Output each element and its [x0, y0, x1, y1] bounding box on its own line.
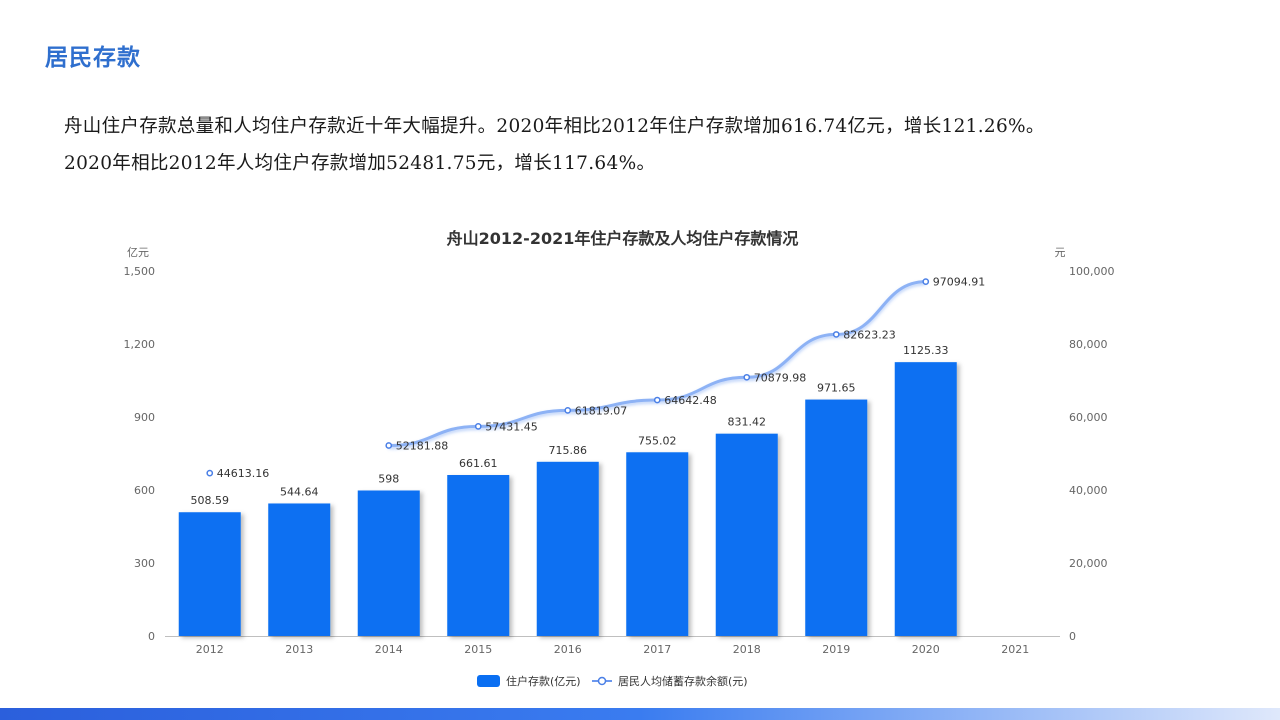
legend-line-label: 居民人均储蓄存款余额(元) — [618, 674, 748, 688]
bar-2012 — [178, 512, 241, 636]
x-tick-label: 2013 — [285, 643, 313, 656]
x-tick-label: 2021 — [1001, 643, 1029, 656]
right-tick-label: 60,000 — [1069, 411, 1108, 424]
bar-2019 — [805, 399, 868, 636]
left-tick-label: 1,500 — [124, 265, 156, 278]
left-tick-label: 300 — [134, 557, 155, 570]
x-tick-label: 2017 — [643, 643, 671, 656]
bar-data-label: 715.86 — [549, 444, 588, 457]
bar-data-label: 831.42 — [728, 416, 767, 429]
x-tick-label: 2019 — [822, 643, 850, 656]
bar-2018 — [715, 433, 778, 636]
line-point-2016 — [564, 407, 572, 414]
line-data-label: 44613.16 — [217, 467, 270, 480]
bar-2014 — [357, 490, 420, 636]
bar-data-label: 661.61 — [459, 457, 498, 470]
page-heading: 居民存款 — [45, 44, 141, 71]
line-point-2020 — [922, 278, 930, 285]
legend-bar-label: 住户存款(亿元) — [506, 674, 581, 688]
bar-2020 — [894, 362, 957, 636]
bar-data-label: 598 — [378, 472, 399, 485]
bar-data-label: 508.59 — [191, 494, 230, 507]
x-tick-label: 2018 — [733, 643, 761, 656]
line-data-label: 82623.23 — [843, 328, 896, 341]
x-tick-label: 2012 — [196, 643, 224, 656]
line-data-label: 61819.07 — [575, 404, 628, 417]
x-tick-label: 2016 — [554, 643, 582, 656]
right-tick-label: 20,000 — [1069, 557, 1108, 570]
left-tick-label: 600 — [134, 484, 155, 497]
bottom-accent-bar — [0, 708, 1280, 720]
line-point-2019 — [832, 331, 840, 338]
left-tick-label: 1,200 — [124, 338, 156, 351]
bar-2017 — [626, 452, 689, 636]
line-data-label: 97094.91 — [933, 276, 986, 289]
bar-data-label: 1125.33 — [903, 344, 949, 357]
right-tick-label: 80,000 — [1069, 338, 1108, 351]
line-point-2014 — [385, 442, 393, 449]
line-data-label: 70879.98 — [754, 371, 807, 384]
bar-2013 — [268, 503, 331, 636]
legend-line-marker — [597, 676, 607, 686]
left-tick-label: 0 — [148, 630, 155, 643]
left-tick-label: 900 — [134, 411, 155, 424]
line-data-label: 57431.45 — [485, 420, 538, 433]
summary-line-1: 舟山住户存款总量和人均住户存款近十年大幅提升。2020年相比2012年住户存款增… — [64, 116, 1045, 137]
bar-data-label: 971.65 — [817, 382, 856, 395]
chart-title: 舟山2012-2021年住户存款及人均住户存款情况 — [447, 229, 799, 248]
x-tick-label: 2014 — [375, 643, 403, 656]
bar-data-label: 544.64 — [280, 485, 319, 498]
right-axis-unit: 元 — [1055, 246, 1066, 259]
line-data-label: 52181.88 — [396, 440, 449, 453]
legend-bar-swatch — [477, 675, 500, 687]
line-point-2015 — [474, 423, 482, 430]
summary-paragraph: 舟山住户存款总量和人均住户存款近十年大幅提升。2020年相比2012年住户存款增… — [64, 108, 1244, 182]
right-tick-label: 100,000 — [1069, 265, 1115, 278]
line-data-label: 64642.48 — [664, 394, 717, 407]
summary-line-2: 2020年相比2012年人均住户存款增加52481.75元，增长117.64%。 — [64, 153, 656, 174]
bar-2016 — [536, 461, 599, 636]
line-point-2017 — [653, 396, 661, 404]
line-point-2018 — [743, 373, 751, 381]
right-tick-label: 0 — [1069, 630, 1076, 643]
right-tick-label: 40,000 — [1069, 484, 1108, 497]
bar-data-label: 755.02 — [638, 434, 677, 447]
x-tick-label: 2015 — [464, 643, 492, 656]
left-axis-unit: 亿元 — [127, 246, 149, 259]
line-point-2012 — [206, 469, 214, 477]
x-tick-label: 2020 — [912, 643, 940, 656]
bar-2015 — [447, 475, 510, 636]
